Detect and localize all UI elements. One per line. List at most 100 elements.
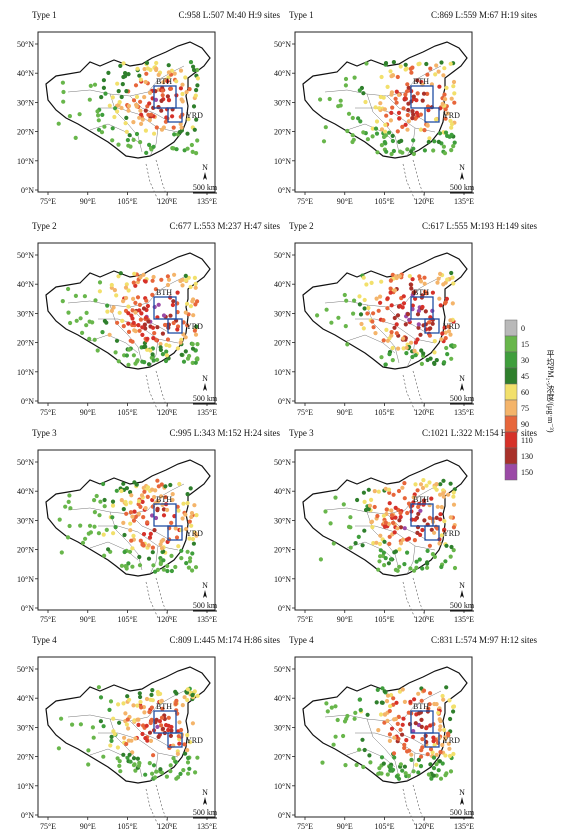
site-dot (150, 513, 155, 518)
site-dot (116, 89, 121, 94)
site-dot (400, 722, 405, 727)
site-dot (185, 301, 190, 306)
site-dot (86, 762, 91, 767)
site-dot (407, 274, 412, 279)
site-dot (410, 116, 415, 121)
north-label: N (202, 788, 208, 797)
site-dot (451, 704, 456, 709)
site-dot (134, 482, 139, 487)
lat-tick-label: 40°N (274, 69, 291, 78)
site-dot (86, 531, 91, 536)
map-panel: 50°N 40°N 30°N 20°N 10°N 0°N 75°E 90°E 105°E 120°… (274, 428, 537, 630)
site-dot (364, 61, 369, 66)
site-dot (130, 564, 135, 569)
site-dot (131, 296, 136, 301)
site-dot (398, 727, 403, 732)
site-dot (138, 317, 143, 322)
site-dot (190, 568, 195, 573)
lat-tick-label: 20°N (274, 339, 291, 348)
site-dot (183, 273, 188, 278)
site-dot (175, 327, 180, 332)
map-panel: 50°N 40°N 30°N 20°N 10°N 0°N 75°E 90°E 105°E 120°… (17, 635, 280, 837)
bth-label: BTH (413, 702, 429, 711)
site-dot (191, 67, 197, 73)
site-dot (444, 685, 449, 690)
site-dot (131, 518, 137, 523)
site-dot (438, 724, 443, 729)
site-dot (179, 727, 184, 733)
site-dot (121, 299, 126, 304)
lon-tick-label: 75°E (297, 408, 313, 417)
site-dot (178, 340, 183, 345)
site-dot (169, 553, 174, 558)
province-boundary (406, 127, 416, 157)
site-dot (383, 362, 388, 367)
site-dot (373, 331, 378, 336)
site-dot (123, 121, 128, 126)
panel-stats-label: C:617 L:555 M:193 H:149 sites (421, 221, 537, 231)
panel-type-label: Type 2 (289, 221, 314, 231)
north-label: N (459, 788, 465, 797)
lat-tick-label: 40°N (274, 694, 291, 703)
site-dot (448, 515, 453, 520)
site-dot (392, 325, 397, 330)
site-dot (130, 339, 135, 344)
site-dot (383, 61, 389, 66)
site-dot (405, 510, 410, 516)
site-dot (113, 350, 118, 355)
site-dot (387, 490, 392, 495)
site-dot (179, 528, 184, 533)
lat-tick-label: 20°N (274, 753, 291, 762)
site-dot (126, 362, 131, 367)
site-dot (159, 108, 164, 113)
lon-tick-label: 75°E (297, 615, 313, 624)
site-dot (444, 771, 449, 776)
site-dot (417, 557, 422, 562)
site-dot (112, 114, 117, 120)
site-dot (449, 148, 454, 153)
site-dot (323, 509, 328, 514)
site-dot (395, 721, 400, 726)
site-dot (96, 127, 102, 132)
site-dot (126, 311, 131, 316)
site-dot (143, 736, 148, 741)
site-dot (415, 91, 420, 96)
site-dot (56, 746, 61, 751)
site-dot (101, 754, 106, 759)
site-dot (166, 277, 172, 282)
site-dot (396, 92, 401, 97)
site-dot (185, 501, 190, 506)
site-dot (390, 138, 395, 144)
site-dot (111, 305, 116, 310)
site-dot (186, 755, 191, 761)
site-dot (398, 149, 403, 154)
site-dot (422, 281, 427, 286)
site-dot (350, 133, 355, 138)
yrd-label: YRD (186, 529, 203, 538)
site-dot (439, 337, 444, 342)
site-dot (348, 515, 353, 520)
site-dot (405, 550, 410, 555)
site-dot (145, 494, 150, 499)
site-dot (402, 745, 407, 751)
site-dot (168, 313, 173, 318)
site-dot (99, 130, 105, 135)
site-dot (172, 132, 177, 137)
site-dot (191, 313, 196, 318)
site-dot (133, 514, 138, 519)
site-dot (180, 283, 185, 288)
site-dot (391, 696, 396, 701)
site-dot (381, 513, 386, 518)
site-dot (436, 710, 441, 715)
site-dot (436, 276, 441, 281)
site-dot (155, 325, 160, 330)
province-boundary (147, 483, 185, 511)
lon-tick-label: 105°E (117, 408, 137, 417)
site-dot (73, 135, 78, 140)
site-dot (338, 98, 343, 103)
site-dot (440, 331, 445, 336)
site-dot (419, 724, 424, 729)
site-dot (133, 83, 139, 88)
lon-tick-label: 105°E (117, 615, 137, 624)
